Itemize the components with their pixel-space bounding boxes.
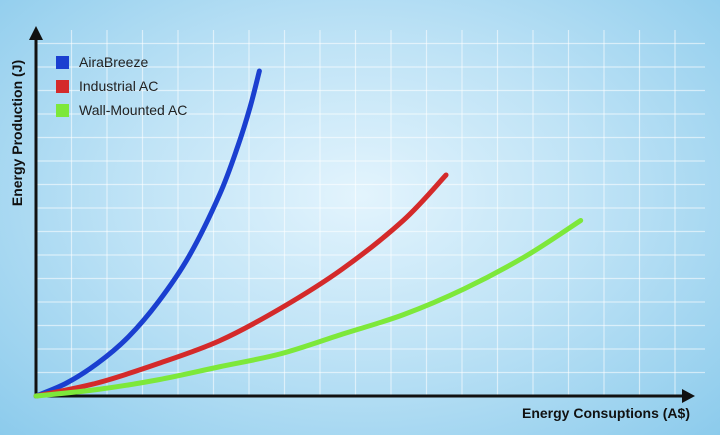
y-axis-label-wrap: Energy Production (J) <box>0 0 34 435</box>
y-axis-arrow <box>29 26 43 40</box>
legend-item-airabreeze: AiraBreeze <box>56 50 187 74</box>
legend-swatch <box>56 103 69 117</box>
legend: AiraBreeze Industrial AC Wall-Mounted AC <box>56 50 187 122</box>
legend-item-industrial-ac: Industrial AC <box>56 74 187 98</box>
y-axis-label: Energy Production (J) <box>9 59 25 207</box>
legend-label: AiraBreeze <box>79 54 149 70</box>
legend-label: Wall-Mounted AC <box>79 102 188 118</box>
legend-label: Industrial AC <box>79 78 159 94</box>
series-line-wall-mounted-ac <box>33 218 584 399</box>
series-line-industrial-ac <box>33 172 449 399</box>
x-axis-arrow <box>682 389 695 403</box>
legend-item-wall-mounted-ac: Wall-Mounted AC <box>56 98 187 122</box>
legend-swatch <box>56 55 69 69</box>
series-line-airabreeze <box>33 68 262 399</box>
x-axis-label: Energy Consuptions (A$) <box>521 405 690 421</box>
legend-swatch <box>56 79 69 93</box>
